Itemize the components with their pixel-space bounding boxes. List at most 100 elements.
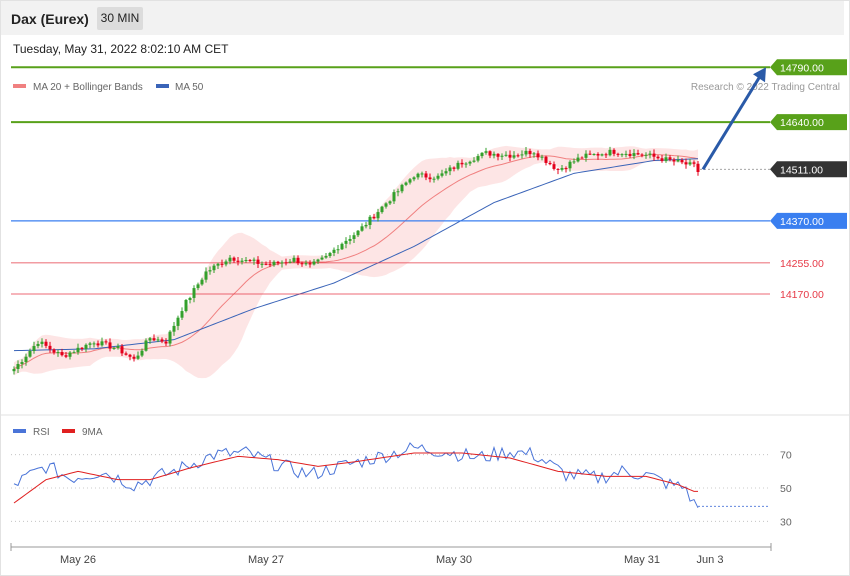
candle-body bbox=[492, 153, 496, 156]
x-tick-label: May 27 bbox=[248, 554, 284, 566]
level-label: 14511.00 bbox=[780, 164, 823, 176]
level-label: 14255.00 bbox=[780, 258, 824, 270]
candle-body bbox=[412, 177, 416, 180]
candle-body bbox=[536, 153, 540, 158]
ma20-legend-label: MA 20 + Bollinger Bands bbox=[33, 82, 143, 93]
candle-body bbox=[148, 338, 152, 341]
candle-body bbox=[588, 153, 592, 155]
projection-arrow-shaft bbox=[701, 75, 762, 171]
candle-body bbox=[168, 331, 172, 344]
candle-body bbox=[124, 353, 128, 355]
price-legend: MA 20 + Bollinger Bands MA 50 Research ©… bbox=[13, 82, 840, 93]
candle-body bbox=[484, 151, 488, 153]
candle-body bbox=[620, 154, 624, 156]
rsi-legend-swatch bbox=[13, 429, 26, 433]
candle-body bbox=[616, 153, 620, 155]
moving-averages bbox=[13, 154, 699, 370]
copyright-text: Research © 2022 Trading Central bbox=[691, 82, 840, 93]
candle-body bbox=[236, 260, 240, 262]
candle-body bbox=[332, 249, 336, 253]
candle-body bbox=[380, 206, 384, 213]
candle-body bbox=[600, 154, 604, 156]
candle-body bbox=[296, 257, 300, 264]
rsi-line bbox=[13, 442, 699, 509]
level-tag-resistance bbox=[770, 114, 847, 131]
candle-body bbox=[368, 216, 372, 225]
candle-body bbox=[584, 153, 588, 158]
candle-body bbox=[248, 260, 252, 262]
candle-body bbox=[416, 173, 420, 178]
candle-body bbox=[92, 343, 96, 345]
candle-body bbox=[556, 168, 560, 170]
candle-body bbox=[308, 263, 312, 265]
ma50-line bbox=[13, 158, 699, 352]
candle-body bbox=[140, 350, 144, 356]
candle-body bbox=[440, 173, 444, 176]
candle-body bbox=[176, 317, 180, 326]
timeframe-button[interactable]: 30 MIN bbox=[97, 7, 143, 30]
candle-body bbox=[112, 347, 116, 349]
candle-body bbox=[452, 167, 456, 169]
candle-body bbox=[664, 157, 668, 161]
level-label: 14790.00 bbox=[780, 62, 824, 74]
candle-body bbox=[424, 173, 428, 178]
candle-body bbox=[324, 255, 328, 258]
ma50-legend-label: MA 50 bbox=[175, 82, 204, 93]
candle-body bbox=[428, 177, 432, 180]
x-tick-label: May 31 bbox=[624, 554, 660, 566]
candle-body bbox=[252, 259, 256, 261]
candle-body bbox=[576, 157, 580, 162]
candle-body bbox=[208, 270, 212, 272]
candle-body bbox=[220, 263, 224, 265]
header-bar: Dax (Eurex) 30 MIN bbox=[1, 1, 844, 35]
candle-body bbox=[548, 162, 552, 165]
candle-body bbox=[348, 238, 352, 241]
candle-body bbox=[476, 156, 480, 161]
candle-body bbox=[688, 162, 692, 165]
candle-body bbox=[20, 362, 24, 364]
ma20-legend-swatch bbox=[13, 84, 26, 88]
candle-body bbox=[396, 191, 400, 193]
candle-body bbox=[188, 297, 192, 301]
ma50-legend-swatch bbox=[156, 84, 169, 88]
candle-body bbox=[608, 149, 612, 156]
candle-body bbox=[84, 344, 88, 349]
candle-body bbox=[192, 288, 196, 298]
rsi-legend-label: RSI bbox=[33, 427, 50, 438]
candle-body bbox=[560, 168, 564, 170]
candle-body bbox=[240, 260, 244, 262]
candle-body bbox=[460, 162, 464, 165]
candle-body bbox=[276, 261, 280, 264]
candle-body bbox=[196, 284, 200, 289]
rsi-ma-line bbox=[13, 452, 698, 504]
level-label: 14170.00 bbox=[780, 289, 824, 301]
candle-body bbox=[12, 368, 16, 372]
price-level-labels: 14790.00 14640.00 14511.00 14370.00 14255.00… bbox=[770, 59, 847, 301]
candle-body bbox=[340, 243, 344, 250]
candle-body bbox=[120, 346, 124, 354]
candle-body bbox=[96, 343, 100, 346]
rsi-tick-label: 30 bbox=[780, 516, 792, 528]
instrument-title: Dax (Eurex) bbox=[11, 11, 89, 27]
candle-body bbox=[632, 153, 636, 156]
candle-body bbox=[328, 252, 332, 256]
candle-body bbox=[660, 158, 664, 161]
candle-body bbox=[408, 179, 412, 183]
candle-body bbox=[612, 149, 616, 154]
candle-body bbox=[400, 184, 404, 192]
candle-body bbox=[672, 159, 676, 162]
candle-body bbox=[36, 343, 40, 347]
candle-body bbox=[304, 263, 308, 265]
candle-body bbox=[448, 167, 452, 172]
candle-body bbox=[40, 341, 44, 344]
candle-body bbox=[532, 153, 536, 155]
candle-body bbox=[32, 346, 36, 351]
candle-body bbox=[568, 161, 572, 169]
projection-arrow-head bbox=[753, 67, 766, 83]
candle-body bbox=[228, 257, 232, 262]
candle-body bbox=[68, 352, 72, 357]
candle-body bbox=[512, 155, 516, 158]
candle-body bbox=[24, 356, 28, 363]
x-axis: May 26 May 27 May 30 May 31 Jun 3 bbox=[10, 543, 772, 566]
